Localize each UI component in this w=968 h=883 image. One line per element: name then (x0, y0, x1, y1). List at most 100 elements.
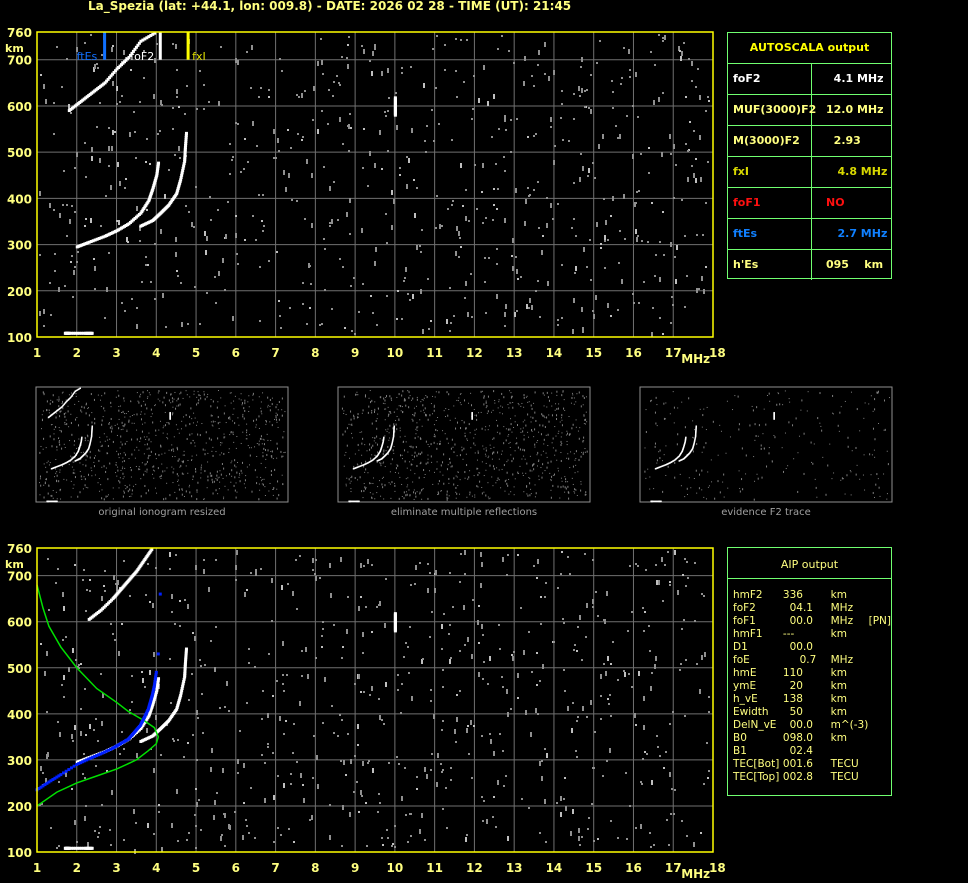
noise-echo (250, 572, 252, 574)
thumbnail-noise (583, 436, 585, 439)
thumbnail-noise (152, 421, 154, 424)
thumbnail-noise (760, 444, 762, 447)
noise-echo (450, 657, 452, 659)
noise-echo (445, 787, 447, 789)
noise-echo (504, 170, 506, 172)
noise-echo (683, 619, 685, 621)
thumbnail-noise (382, 402, 384, 404)
thumbnail-noise (265, 420, 267, 423)
thumbnail-noise (204, 453, 206, 456)
thumbnail-noise (573, 403, 575, 405)
thumbnail-trace (49, 500, 52, 503)
noise-echo (560, 573, 562, 575)
noise-echo (699, 135, 701, 140)
thumbnail-trace (471, 411, 473, 414)
noise-echo (460, 39, 462, 41)
aip-profile-point (158, 592, 162, 596)
thumbnail-noise (351, 475, 353, 478)
noise-echo (516, 310, 518, 312)
thumbnail-noise (568, 433, 570, 436)
noise-echo (93, 258, 95, 260)
thumbnail-trace (80, 441, 82, 444)
thumbnail-noise (372, 437, 374, 439)
thumbnail-noise (580, 483, 582, 485)
echo-trace-point (151, 701, 155, 705)
thumbnail-noise (361, 454, 363, 456)
autoscala-row-fof2: foF2 4.1 MHz (728, 64, 891, 95)
noise-echo (267, 743, 269, 745)
noise-echo (386, 295, 388, 297)
noise-echo (100, 225, 102, 227)
thumbnail-noise (552, 447, 554, 449)
echo-trace-point (183, 665, 187, 669)
noise-echo (349, 233, 351, 235)
thumbnail-noise (529, 482, 531, 485)
thumbnail-noise (78, 438, 80, 440)
noise-echo (291, 199, 293, 201)
noise-echo (441, 729, 443, 731)
echo-trace-point (131, 49, 135, 53)
thumbnail-noise (362, 437, 364, 440)
noise-echo (204, 664, 206, 666)
noise-echo (683, 42, 685, 44)
thumbnail-noise (248, 411, 250, 413)
thumbnail-noise (540, 454, 542, 456)
thumbnail-noise (376, 462, 378, 464)
thumbnail-noise (89, 456, 91, 459)
noise-echo (528, 807, 530, 809)
thumbnail-noise (66, 423, 68, 426)
aip-flag (869, 745, 891, 758)
noise-echo (296, 608, 298, 610)
thumbnail-noise (406, 493, 408, 496)
noise-echo (331, 705, 333, 707)
thumbnail-noise (139, 468, 141, 470)
noise-echo (319, 577, 321, 579)
noise-echo (399, 167, 401, 169)
noise-echo (487, 683, 489, 685)
thumbnail-noise (509, 428, 511, 431)
thumbnail-noise (120, 441, 122, 443)
noise-echo (424, 767, 426, 772)
noise-echo (455, 70, 457, 72)
thumbnail-noise (222, 477, 224, 479)
thumbnail-noise (566, 457, 568, 459)
thumbnail-noise (196, 403, 198, 406)
noise-echo (84, 225, 86, 227)
thumbnail-noise (178, 484, 180, 486)
thumbnail-noise (144, 484, 146, 487)
echo-trace-point (183, 152, 187, 156)
thumbnail-noise (841, 477, 843, 480)
thumbnail-noise (104, 410, 106, 412)
aip-profile-point (152, 684, 156, 688)
noise-echo (528, 631, 530, 633)
echo-trace-point (156, 680, 160, 684)
noise-echo (483, 661, 485, 663)
noise-echo (525, 199, 527, 204)
noise-echo (84, 142, 86, 144)
thumbnail-noise (412, 397, 414, 400)
thumbnail-noise (144, 470, 146, 472)
echo-trace-point (184, 137, 188, 141)
noise-echo (456, 226, 458, 231)
thumbnail-noise (778, 393, 780, 395)
thumbnail-noise (429, 414, 431, 417)
aip-value: 50 (782, 706, 803, 718)
aip-param: B1 (733, 745, 747, 757)
noise-echo (55, 582, 57, 584)
thumbnail-noise (144, 422, 146, 424)
thumbnail-noise (383, 449, 385, 452)
thumbnail-noise (407, 390, 409, 392)
thumbnail-noise (583, 414, 585, 417)
thumbnail-noise (701, 451, 703, 453)
noise-echo (342, 646, 344, 648)
noise-echo (169, 552, 171, 557)
thumbnail-noise (651, 399, 653, 401)
noise-echo (100, 673, 102, 675)
noise-echo (341, 719, 343, 721)
noise-echo (695, 158, 697, 160)
thumbnail-trace (693, 440, 696, 442)
thumbnail-noise (128, 496, 130, 498)
noise-echo (681, 820, 683, 822)
thumbnail-noise (888, 397, 890, 399)
thumbnail-noise (125, 413, 127, 415)
